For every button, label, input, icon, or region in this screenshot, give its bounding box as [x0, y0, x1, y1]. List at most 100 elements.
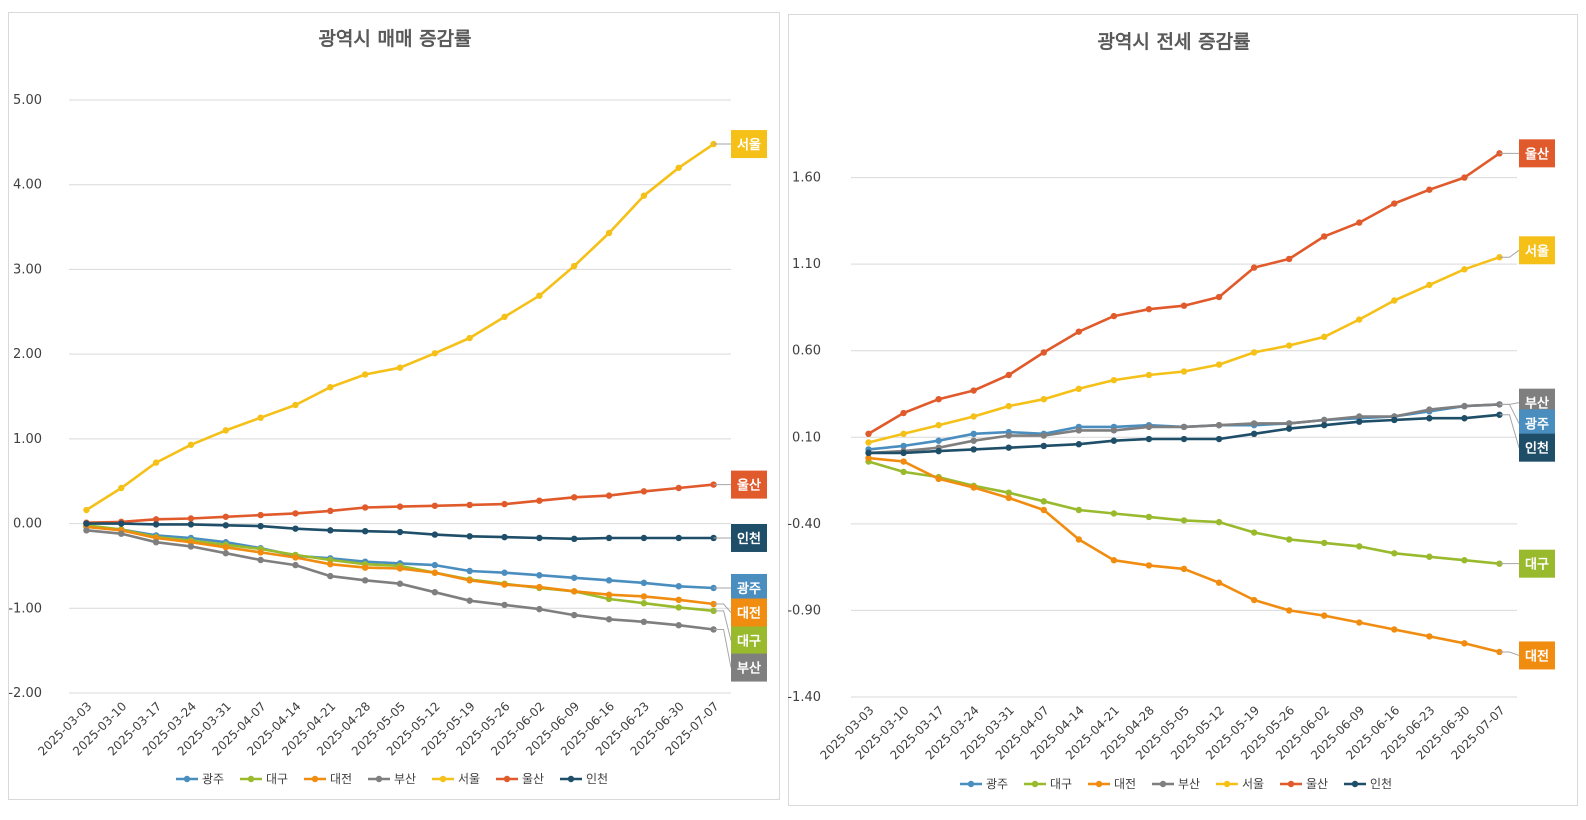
- data-point: [970, 484, 977, 491]
- data-point: [865, 449, 872, 457]
- legend-label: 대전: [1114, 777, 1136, 791]
- data-point: [1005, 489, 1012, 496]
- series-line: [85, 143, 715, 512]
- legend-label: 인천: [586, 771, 608, 786]
- data-point: [501, 581, 508, 588]
- data-point: [1250, 529, 1258, 536]
- data-point: [1075, 385, 1083, 393]
- series-end-label: 광주: [1525, 417, 1549, 432]
- data-point: [675, 596, 682, 604]
- data-point: [900, 409, 907, 417]
- data-point: [1180, 517, 1188, 524]
- legend-label: 부산: [394, 772, 416, 786]
- data-point: [1321, 233, 1328, 240]
- data-point: [571, 535, 578, 543]
- data-point: [501, 601, 508, 609]
- data-point: [970, 430, 977, 438]
- y-tick-label: 0.60: [792, 344, 821, 359]
- legend-label: 대구: [266, 772, 288, 786]
- series-end-tag: [731, 130, 767, 159]
- data-point: [222, 427, 229, 434]
- y-tick-label: -1.00: [8, 601, 42, 616]
- data-point: [1321, 612, 1328, 619]
- data-point: [1321, 416, 1328, 424]
- data-point: [1110, 376, 1118, 384]
- data-point: [466, 567, 473, 575]
- data-point: [1005, 402, 1012, 410]
- data-point: [605, 229, 613, 237]
- y-tick-label: 1.00: [13, 432, 42, 447]
- data-point: [640, 579, 648, 587]
- y-tick-label: 4.00: [13, 178, 42, 193]
- label-leader-line: [713, 610, 732, 641]
- data-point: [1250, 596, 1258, 604]
- data-point: [118, 484, 125, 492]
- data-point: [466, 501, 473, 509]
- data-point: [187, 521, 195, 528]
- data-point: [327, 561, 334, 568]
- data-point: [1180, 368, 1188, 375]
- data-point: [571, 262, 578, 270]
- legend-marker: [1351, 780, 1359, 788]
- legend-marker: [183, 775, 191, 783]
- data-point: [1461, 266, 1468, 273]
- chart-panel-sale: 광역시 매매 증감률 5.00 4.00 3.00 2.00 1.00 0.00 -1.00…: [8, 12, 780, 800]
- data-point: [1005, 444, 1012, 451]
- data-point: [431, 502, 439, 509]
- series-end-tag: [1519, 549, 1555, 578]
- data-point: [466, 597, 473, 604]
- data-point: [1391, 626, 1398, 633]
- data-point: [1215, 293, 1223, 301]
- data-point: [571, 574, 578, 581]
- series-end-tag: [1519, 433, 1555, 462]
- data-point: [466, 533, 473, 540]
- data-point: [1391, 550, 1398, 557]
- data-point: [900, 442, 907, 450]
- data-point: [257, 511, 264, 519]
- data-point: [361, 371, 369, 378]
- data-point: [152, 516, 160, 523]
- data-point: [605, 591, 613, 598]
- data-point: [970, 387, 977, 394]
- data-point: [1180, 565, 1188, 573]
- data-point: [1285, 607, 1293, 614]
- data-point: [187, 543, 195, 550]
- data-point: [970, 446, 977, 453]
- data-point: [1005, 494, 1012, 502]
- legend-label: 인천: [1370, 776, 1392, 791]
- series-end-tag: [731, 653, 767, 682]
- legend-label: 부산: [1178, 777, 1200, 791]
- data-point: [292, 510, 299, 517]
- data-point: [1496, 560, 1503, 567]
- data-point: [1215, 579, 1223, 586]
- data-point: [1321, 333, 1328, 341]
- data-point: [1250, 349, 1258, 356]
- data-point: [1356, 418, 1363, 425]
- data-point: [675, 484, 682, 492]
- series-end-tag: [731, 573, 767, 602]
- label-leader-line: [1499, 403, 1520, 424]
- jeonse-change-chart: 광역시 전세 증감률 1.60 1.10 0.60 0.10 -0.40 -0.90 -1.…: [787, 31, 1555, 791]
- chart-panel-jeonse: 광역시 전세 증감률 1.60 1.10 0.60 0.10 -0.40 -0.90 -1.…: [787, 14, 1578, 806]
- series-end-tag: [1519, 139, 1555, 168]
- data-point: [571, 494, 578, 501]
- data-point: [1110, 510, 1118, 517]
- data-point: [466, 334, 473, 342]
- chart-title: 광역시 매매 증감률: [318, 28, 471, 50]
- data-point: [431, 531, 439, 538]
- data-point: [1461, 557, 1468, 564]
- data-point: [501, 313, 508, 321]
- data-point: [501, 533, 508, 541]
- data-point: [1356, 316, 1363, 323]
- data-point: [187, 515, 195, 522]
- series-end-tag: [731, 523, 767, 552]
- data-point: [1285, 425, 1293, 432]
- data-point: [501, 569, 508, 576]
- label-leader-line: [1499, 651, 1520, 656]
- legend-marker: [311, 775, 319, 783]
- data-point: [1426, 186, 1433, 193]
- legend-label: 광주: [986, 777, 1008, 791]
- y-tick-label: -0.40: [787, 517, 821, 532]
- data-point: [1496, 254, 1503, 261]
- data-point: [83, 527, 90, 534]
